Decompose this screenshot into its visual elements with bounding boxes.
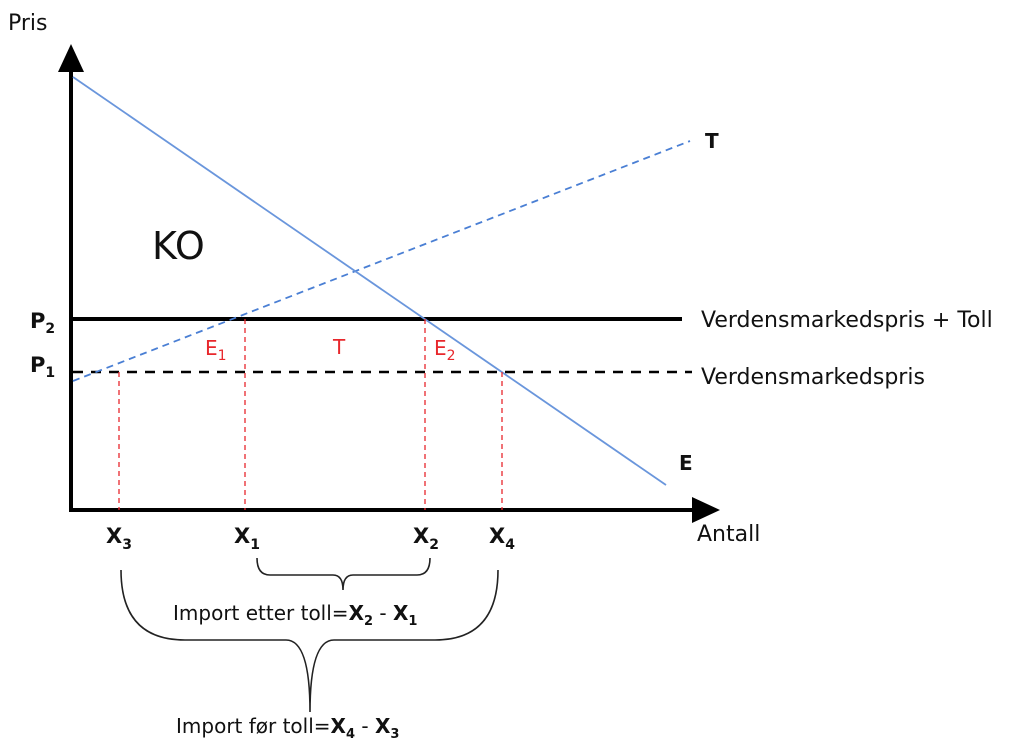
y-axis-label: Pris xyxy=(8,11,48,36)
p1-description: Verdensmarkedspris xyxy=(701,365,925,390)
p2-label: P2 xyxy=(30,309,55,337)
consumer-surplus-label: KO xyxy=(152,224,205,268)
brace-import-after xyxy=(256,557,431,591)
y-axis-arrow-icon xyxy=(58,44,84,72)
p1-label: P1 xyxy=(30,353,55,381)
supply-curve xyxy=(72,140,691,382)
quantity-x1-label: X1 xyxy=(234,524,260,553)
quantity-x4-label: X4 xyxy=(489,524,515,553)
demand-curve xyxy=(72,76,667,486)
demand-curve-label: E xyxy=(679,451,693,475)
brace-import-before xyxy=(120,569,499,713)
area-e1-label: E1 xyxy=(205,336,227,364)
p2-description: Verdensmarkedspris + Toll xyxy=(701,308,993,333)
x-axis-arrow-icon xyxy=(692,497,720,523)
area-e2-label: E2 xyxy=(434,336,456,364)
area-toll-label: T xyxy=(332,335,346,359)
import-before-toll-text: Import før toll=X4 - X3 xyxy=(176,714,399,742)
x-axis-label: Antall xyxy=(697,522,760,547)
quantity-x2-label: X2 xyxy=(413,524,439,553)
quantity-x3-label: X3 xyxy=(106,524,132,553)
import-after-toll-text: Import etter toll=X2 - X1 xyxy=(173,601,417,629)
supply-curve-label: T xyxy=(705,129,719,153)
